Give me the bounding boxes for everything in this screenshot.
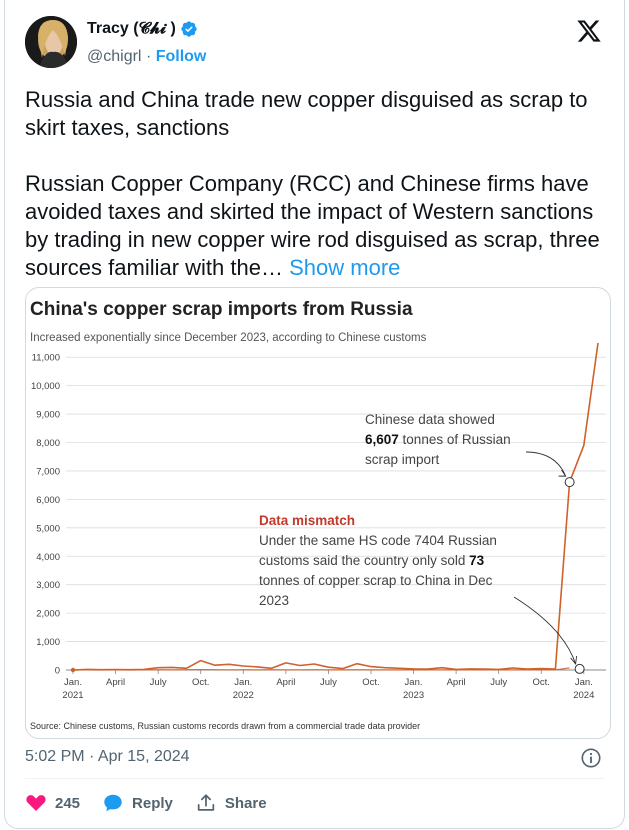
y-tick-label: 3,000 xyxy=(36,580,60,591)
russia-annotation-line: 2023 xyxy=(259,593,289,608)
tweet-body: Russia and China trade new copper disgui… xyxy=(25,87,600,280)
x-tick-year: 2023 xyxy=(403,690,424,701)
y-tick-label: 9,000 xyxy=(36,410,60,421)
show-more-link[interactable]: Show more xyxy=(289,255,401,280)
y-tick-label: 7,000 xyxy=(36,466,60,477)
action-bar: 245 Reply Share xyxy=(25,792,267,814)
china-annotation-line: Chinese data showed xyxy=(365,412,495,427)
x-tick-label: Jan. xyxy=(234,677,252,688)
x-tick-label: April xyxy=(276,677,295,688)
chart-image[interactable]: China's copper scrap imports from Russia… xyxy=(25,287,611,739)
reply-icon xyxy=(104,794,122,812)
avatar[interactable] xyxy=(25,16,77,68)
tweet-text: Russia and China trade new copper disgui… xyxy=(25,86,615,282)
x-tick-label: Oct. xyxy=(362,677,379,688)
russia-annotation-line: tonnes of copper scrap to China in Dec xyxy=(259,573,493,588)
like-button[interactable]: 245 xyxy=(25,792,80,814)
x-tick-year: 2021 xyxy=(62,690,83,701)
russia-arrow xyxy=(513,596,577,665)
x-tick-label: July xyxy=(150,677,167,688)
reply-button[interactable]: Reply xyxy=(102,792,173,814)
russia-value: 73 xyxy=(469,553,485,568)
china-annotation-line: 6,607 tonnes of Russian xyxy=(365,432,511,447)
chart-title: China's copper scrap imports from Russia xyxy=(30,299,413,320)
info-icon[interactable] xyxy=(580,747,602,769)
china-arrow xyxy=(525,451,567,477)
share-icon xyxy=(197,794,215,811)
tweet-card: Tracy (𝓒𝓱𝓲 ) @chigrl · Follow Russia and… xyxy=(4,0,625,829)
reply-label: Reply xyxy=(132,794,173,812)
x-tick-year: 2024 xyxy=(573,690,594,701)
series-line xyxy=(72,667,570,671)
like-count: 245 xyxy=(55,794,81,812)
russia-data-marker xyxy=(574,663,585,674)
y-tick-label: 11,000 xyxy=(32,353,60,364)
verified-badge-icon xyxy=(181,21,197,37)
author-handle[interactable]: @chigrl xyxy=(87,48,142,65)
share-label: Share xyxy=(224,794,267,812)
x-tick-label: Oct. xyxy=(533,677,550,688)
tweet-timestamp[interactable]: 5:02 PM · Apr 15, 2024 xyxy=(25,748,190,765)
x-tick-label: July xyxy=(320,677,337,688)
russia-annotation-line: Under the same HS code 7404 Russian xyxy=(259,533,497,548)
china-annotation-text: tonnes of Russian xyxy=(399,432,511,447)
y-tick-label: 8,000 xyxy=(36,438,60,449)
y-tick-label: 10,000 xyxy=(31,381,60,392)
y-tick-label: 4,000 xyxy=(36,552,60,563)
russia-annotation-line: customs said the country only sold 73 xyxy=(259,553,485,568)
x-tick-label: Jan. xyxy=(575,677,593,688)
y-tick-label: 1,000 xyxy=(36,637,60,648)
russia-annotation-text: customs said the country only sold xyxy=(259,553,469,568)
mismatch-title: Data mismatch xyxy=(259,513,355,528)
x-tick-label: July xyxy=(490,677,507,688)
x-tick-year: 2022 xyxy=(233,690,254,701)
share-button[interactable]: Share xyxy=(195,792,267,814)
follow-button[interactable]: Follow xyxy=(155,48,207,65)
x-tick-label: Jan. xyxy=(64,677,82,688)
separator-dot: · xyxy=(145,48,156,65)
divider xyxy=(25,778,604,779)
china-annotation-line: scrap import xyxy=(365,452,440,467)
x-tick-label: April xyxy=(447,677,466,688)
series-line xyxy=(72,342,599,671)
russia-arrowhead xyxy=(570,655,578,666)
heart-icon xyxy=(26,795,46,811)
chart-source: Source: Chinese customs, Russian customs… xyxy=(30,721,420,731)
handle-row: @chigrl · Follow xyxy=(87,48,206,66)
copper-imports-chart: China's copper scrap imports from Russia… xyxy=(30,299,606,731)
china-arrowhead xyxy=(558,469,567,477)
y-tick-label: 5,000 xyxy=(36,523,60,534)
chart-subtitle: Increased exponentially since December 2… xyxy=(30,332,427,344)
china-value: 6,607 xyxy=(365,432,399,447)
china-data-marker xyxy=(564,477,575,488)
y-tick-label: 2,000 xyxy=(36,609,60,620)
y-tick-label: 0 xyxy=(55,666,60,677)
x-tick-label: Oct. xyxy=(192,677,209,688)
x-tick-label: Jan. xyxy=(405,677,423,688)
start-dot xyxy=(70,667,76,673)
x-tick-label: April xyxy=(106,677,125,688)
author-name[interactable]: Tracy (𝓒𝓱𝓲 ) xyxy=(87,20,176,37)
y-tick-label: 6,000 xyxy=(36,495,60,506)
author-name-row: Tracy (𝓒𝓱𝓲 ) xyxy=(87,20,198,38)
x-logo-icon[interactable] xyxy=(576,18,602,44)
